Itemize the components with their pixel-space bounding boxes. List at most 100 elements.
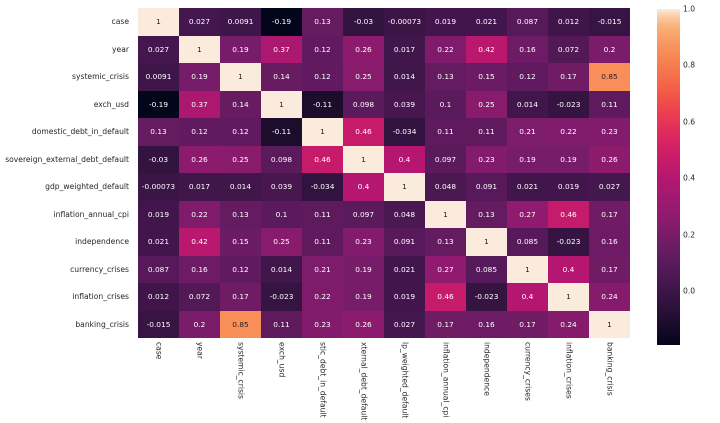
heatmap-cell: 0.012 xyxy=(548,8,589,36)
heatmap-cell: 0.23 xyxy=(343,228,384,256)
heatmap-cell: 0.25 xyxy=(343,63,384,91)
heatmap-cell: 1 xyxy=(343,145,384,173)
heatmap-cell: 0.17 xyxy=(589,255,630,283)
y-tick-label: independence xyxy=(75,237,129,247)
heatmap-cell: 0.26 xyxy=(343,35,384,63)
y-tick-label: systemic_crisis xyxy=(72,72,129,82)
cell-value: 0.46 xyxy=(355,127,372,137)
colorbar-gradient xyxy=(657,9,680,345)
heatmap-cell: 0.072 xyxy=(548,35,589,63)
heatmap-cell: 0.021 xyxy=(507,173,548,201)
x-tick-label: lp_weighted_default xyxy=(400,342,409,419)
cell-value: 0.17 xyxy=(232,292,249,302)
cell-value: 0.85 xyxy=(601,72,618,82)
cell-value: 0.16 xyxy=(601,237,618,247)
heatmap-cell: 0.27 xyxy=(425,255,466,283)
colorbar-tick: 0.4 xyxy=(683,173,696,183)
cell-value: 0.16 xyxy=(191,264,208,274)
heatmap-cell: 0.21 xyxy=(507,118,548,146)
x-tick-label-slot: banking_crisis xyxy=(589,338,630,423)
cell-value: -0.015 xyxy=(597,17,622,27)
heatmap-cell: 0.21 xyxy=(302,255,343,283)
cell-value: 0.039 xyxy=(393,99,416,109)
cell-value: 0.019 xyxy=(557,182,580,192)
heatmap-cell: 0.24 xyxy=(589,283,630,311)
heatmap-cell: 0.1 xyxy=(425,90,466,118)
cell-value: 0.13 xyxy=(478,209,495,219)
cell-value: 0.11 xyxy=(314,209,331,219)
cell-value: 0.014 xyxy=(516,99,539,109)
cell-value: 0.22 xyxy=(560,127,577,137)
heatmap-cell: 0.17 xyxy=(425,310,466,338)
cell-value: 0.19 xyxy=(519,154,536,164)
heatmap-cell: 0.23 xyxy=(589,118,630,146)
heatmap-cell: 0.46 xyxy=(343,118,384,146)
heatmap-cell: 1 xyxy=(261,90,302,118)
heatmap-cell: 0.22 xyxy=(425,35,466,63)
y-tick-label: sovereign_external_debt_default xyxy=(5,154,129,164)
heatmap-cell: 0.087 xyxy=(138,255,179,283)
heatmap-cell: 0.26 xyxy=(589,145,630,173)
x-tick-label-slot: inflation_annual_cpi xyxy=(425,338,466,423)
heatmap-cell: 0.085 xyxy=(507,228,548,256)
cell-value: 0.37 xyxy=(191,99,208,109)
heatmap-cell: -0.00073 xyxy=(384,8,425,36)
heatmap-cell: 0.019 xyxy=(384,283,425,311)
cell-value: 0.12 xyxy=(232,127,249,137)
cell-value: 0.14 xyxy=(273,72,290,82)
heatmap-cell: 0.085 xyxy=(466,255,507,283)
y-tick-label: year xyxy=(112,44,129,54)
x-tick-label-slot: independence xyxy=(466,338,507,423)
cell-value: 0.42 xyxy=(478,44,495,54)
cell-value: 0.027 xyxy=(188,17,211,27)
cell-value: 0.19 xyxy=(355,292,372,302)
cell-value: 1 xyxy=(279,99,284,109)
cell-value: 0.19 xyxy=(232,44,249,54)
heatmap-cell: 1 xyxy=(548,283,589,311)
heatmap-cell: -0.19 xyxy=(261,8,302,36)
cell-value: 0.2 xyxy=(193,319,206,329)
heatmap-cell: 0.17 xyxy=(548,63,589,91)
heatmap-cell: 0.22 xyxy=(302,283,343,311)
heatmap-cell: -0.023 xyxy=(548,90,589,118)
cell-value: 0.23 xyxy=(314,319,331,329)
heatmap-cell: 0.25 xyxy=(261,228,302,256)
cell-value: 0.1 xyxy=(439,99,452,109)
x-axis-tick-labels: case year systemic_crisis exch_usd stic_debt… xyxy=(138,338,630,423)
cell-value: 0.091 xyxy=(393,237,416,247)
cell-value: 0.12 xyxy=(314,44,331,54)
heatmap-cell: 0.42 xyxy=(466,35,507,63)
cell-value: 0.22 xyxy=(191,209,208,219)
colorbar-tick: 0.2 xyxy=(683,230,696,240)
cell-value: 0.26 xyxy=(191,154,208,164)
cell-value: 0.85 xyxy=(232,319,249,329)
heatmap-cell: 0.19 xyxy=(343,283,384,311)
y-tick-label: inflation_annual_cpi xyxy=(53,209,129,219)
cell-value: 0.085 xyxy=(516,237,539,247)
heatmap-cell: 0.12 xyxy=(179,118,220,146)
cell-value: 0.021 xyxy=(516,182,539,192)
cell-value: 1 xyxy=(566,292,571,302)
cell-value: 0.048 xyxy=(434,182,457,192)
cell-value: -0.00073 xyxy=(387,17,422,27)
heatmap-cell: -0.034 xyxy=(384,118,425,146)
x-tick-label-slot: stic_debt_in_default xyxy=(302,338,343,423)
x-tick-label: stic_debt_in_default xyxy=(318,342,327,418)
heatmap-cell: 0.0091 xyxy=(220,8,261,36)
cell-value: -0.19 xyxy=(271,17,292,27)
heatmap-cell: 0.039 xyxy=(384,90,425,118)
heatmap-cell: 0.1 xyxy=(261,200,302,228)
cell-value: 0.12 xyxy=(232,264,249,274)
heatmap-cell: 0.2 xyxy=(589,35,630,63)
heatmap-cell: 0.85 xyxy=(220,310,261,338)
cell-value: 0.4 xyxy=(357,182,370,192)
heatmap-cell: 0.072 xyxy=(179,283,220,311)
heatmap-cell: 0.26 xyxy=(343,310,384,338)
cell-value: 0.13 xyxy=(150,127,167,137)
cell-value: -0.11 xyxy=(271,127,292,137)
cell-value: -0.015 xyxy=(146,319,171,329)
cell-value: 0.2 xyxy=(603,44,616,54)
cell-value: -0.023 xyxy=(269,292,294,302)
heatmap-cell: 0.22 xyxy=(179,200,220,228)
